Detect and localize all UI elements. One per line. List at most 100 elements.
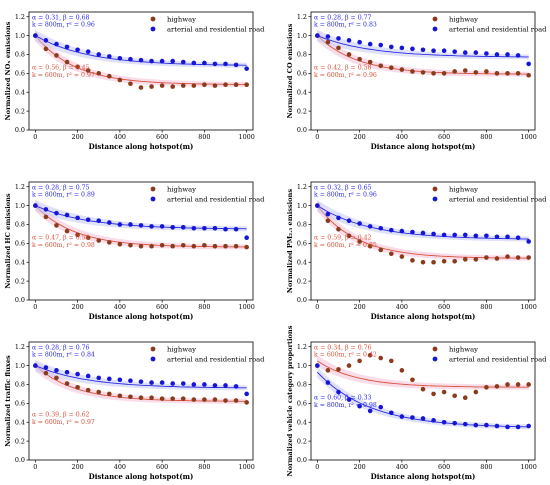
highway-data-point xyxy=(431,391,436,397)
arterial-data-point xyxy=(494,423,500,429)
highway-data-point xyxy=(473,70,479,75)
legend-marker-highway xyxy=(150,186,156,192)
arterial-fit-annotation: α = 0.28, β = 0.76 xyxy=(32,345,90,352)
arterial-fit-annotation: α = 0.60, β = 0.33 xyxy=(314,395,372,402)
arterial-data-point xyxy=(96,375,102,381)
arterial-data-point xyxy=(515,424,521,430)
highway-data-point xyxy=(191,243,197,249)
highway-data-point xyxy=(357,56,362,62)
arterial-confidence-band xyxy=(35,29,247,68)
x-axis-label: Distance along hotspot(m) xyxy=(89,312,194,321)
x-tick-label: 1000 xyxy=(521,463,537,471)
highway-data-point xyxy=(484,385,489,390)
arterial-data-point xyxy=(64,44,70,50)
highway-data-point xyxy=(159,242,165,248)
arterial-data-point xyxy=(473,422,479,428)
x-tick-label: 0 xyxy=(33,133,37,141)
arterial-fit-line xyxy=(317,35,529,58)
highway-data-point xyxy=(420,386,426,392)
arterial-data-point xyxy=(149,380,154,385)
chart-panel-3: 0 200 400 600 800 1000 0.0 0.2 0.4 0.6 0.8 1.0 1.2 Di… xyxy=(4,181,265,321)
arterial-data-point xyxy=(462,232,468,238)
y-tick-label: 0.2 xyxy=(15,277,25,285)
highway-data-point xyxy=(515,382,521,387)
arterial-fit-annotation: α = 0.28, β = 0.75 xyxy=(32,185,90,192)
arterial-data-point xyxy=(138,379,144,384)
arterial-data-point xyxy=(85,49,91,54)
y-tick-label: 0.6 xyxy=(15,70,25,78)
y-tick-label: 0.6 xyxy=(297,70,307,78)
highway-data-point xyxy=(43,46,49,52)
highway-data-point xyxy=(452,69,457,74)
arterial-data-point xyxy=(107,54,112,59)
highway-data-point xyxy=(117,77,123,83)
y-tick-label: 0.0 xyxy=(15,296,25,304)
y-axis-label: Normalized NOₓ emissions xyxy=(4,21,12,120)
legend-marker-arterial xyxy=(432,196,438,202)
chart-panel-1: 0 200 400 600 800 1000 0.0 0.2 0.4 0.6 0.8 1.0 1.2 Di… xyxy=(4,11,265,151)
arterial-data-point xyxy=(462,50,468,55)
x-tick-label: 600 xyxy=(156,133,168,141)
arterial-data-point xyxy=(212,61,218,67)
y-tick-label: 1.2 xyxy=(297,13,307,21)
highway-fit-annotation: k = 600m, r² = 0.96 xyxy=(314,72,377,79)
highway-data-point xyxy=(202,242,207,248)
arterial-data-point xyxy=(431,48,436,54)
y-tick-label: 1.2 xyxy=(297,183,307,191)
highway-data-point xyxy=(325,39,331,45)
highway-data-point xyxy=(325,368,331,373)
highway-data-point xyxy=(244,82,249,87)
arterial-data-point xyxy=(149,58,154,64)
highway-data-point xyxy=(96,389,102,395)
arterial-data-point xyxy=(244,66,249,71)
highway-data-point xyxy=(420,259,426,265)
arterial-fit-annotation: k = 800m, r² = 0.83 xyxy=(314,21,377,28)
x-tick-label: 400 xyxy=(114,463,126,471)
arterial-data-point xyxy=(431,418,436,423)
x-tick-label: 800 xyxy=(480,463,492,471)
arterial-data-point xyxy=(494,234,500,240)
highway-data-point xyxy=(85,387,91,393)
arterial-data-point xyxy=(33,363,38,368)
highway-data-point xyxy=(441,71,447,76)
y-axis-label: Normalized PM₂.₅ emissions xyxy=(286,189,294,293)
legend-label-arterial: arterial and residential road xyxy=(449,195,547,203)
plot-frame xyxy=(310,341,536,461)
arterial-data-point xyxy=(244,235,249,240)
arterial-data-point xyxy=(389,410,394,416)
y-tick-label: 0.2 xyxy=(297,437,307,445)
highway-fit-line xyxy=(34,35,247,85)
arterial-fit-annotation: k = 800m, r² = 0.89 xyxy=(32,191,95,198)
y-axis-label: Normalized HC emissions xyxy=(4,193,12,289)
y-tick-label: 0.8 xyxy=(297,221,307,229)
x-tick-label: 200 xyxy=(354,133,366,141)
highway-data-point xyxy=(505,254,510,259)
highway-data-point xyxy=(128,81,133,87)
arterial-data-point xyxy=(410,46,415,52)
arterial-data-point xyxy=(462,421,468,427)
arterial-data-point xyxy=(420,230,426,236)
y-tick-label: 0.2 xyxy=(15,437,25,445)
highway-data-point xyxy=(399,67,405,72)
arterial-data-point xyxy=(75,371,80,377)
x-tick-label: 600 xyxy=(438,303,450,311)
arterial-data-point xyxy=(170,381,175,386)
arterial-data-point xyxy=(357,403,362,409)
highway-data-point xyxy=(180,396,186,401)
highway-data-point xyxy=(526,255,531,260)
y-tick-label: 0.6 xyxy=(297,400,307,408)
arterial-data-point xyxy=(315,203,320,208)
arterial-data-point xyxy=(325,211,331,217)
highway-data-point xyxy=(202,82,207,87)
x-tick-label: 800 xyxy=(480,303,492,311)
arterial-data-point xyxy=(223,61,228,67)
highway-data-point xyxy=(117,393,123,399)
arterial-data-point xyxy=(128,56,133,62)
highway-data-point xyxy=(64,381,70,386)
highway-data-point xyxy=(170,243,175,249)
y-tick-label: 0.8 xyxy=(15,51,25,59)
x-tick-label: 1000 xyxy=(239,303,255,311)
x-tick-label: 200 xyxy=(354,463,366,471)
arterial-data-point xyxy=(54,368,59,373)
highway-data-point xyxy=(96,71,102,76)
